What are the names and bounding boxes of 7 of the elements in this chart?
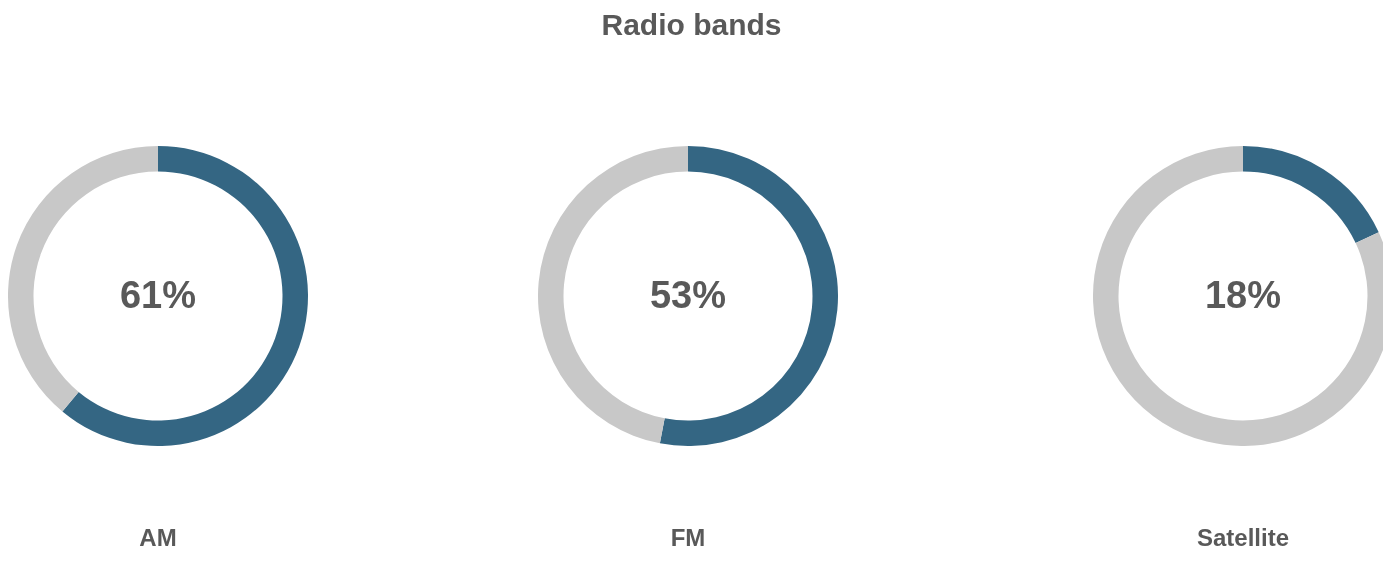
data-label: 61% xyxy=(119,274,197,317)
data-label: 53% xyxy=(649,274,727,317)
data-label: 18% xyxy=(1204,274,1282,317)
chart-title: Radio bands xyxy=(600,8,783,42)
text: FM xyxy=(669,524,707,552)
text: AM xyxy=(138,524,178,552)
text: Satellite xyxy=(1195,524,1290,552)
